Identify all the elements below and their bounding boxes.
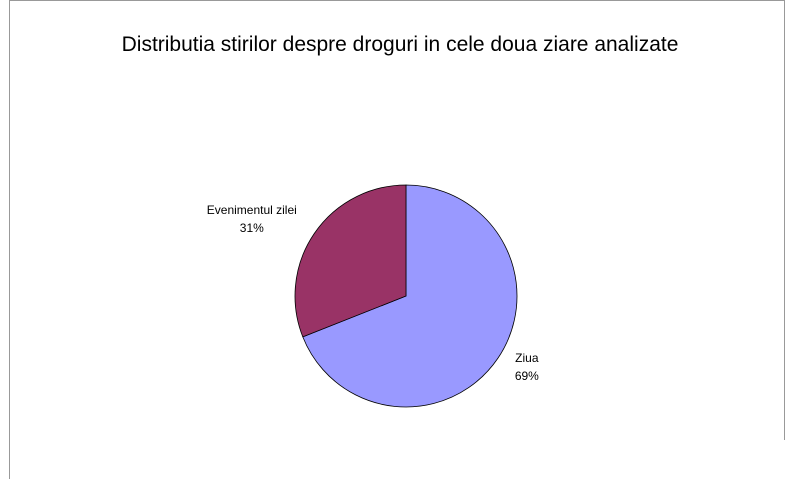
slice-label: Ziua <box>515 351 539 365</box>
slice-label: Evenimentul zilei <box>207 203 297 217</box>
pie-slice <box>302 184 518 408</box>
pie-slice <box>294 184 407 338</box>
slice-value-label: 31% <box>240 221 264 235</box>
slice-value-label: 69% <box>515 369 539 383</box>
chart-title: Distributia stirilor despre droguri in c… <box>121 33 679 56</box>
